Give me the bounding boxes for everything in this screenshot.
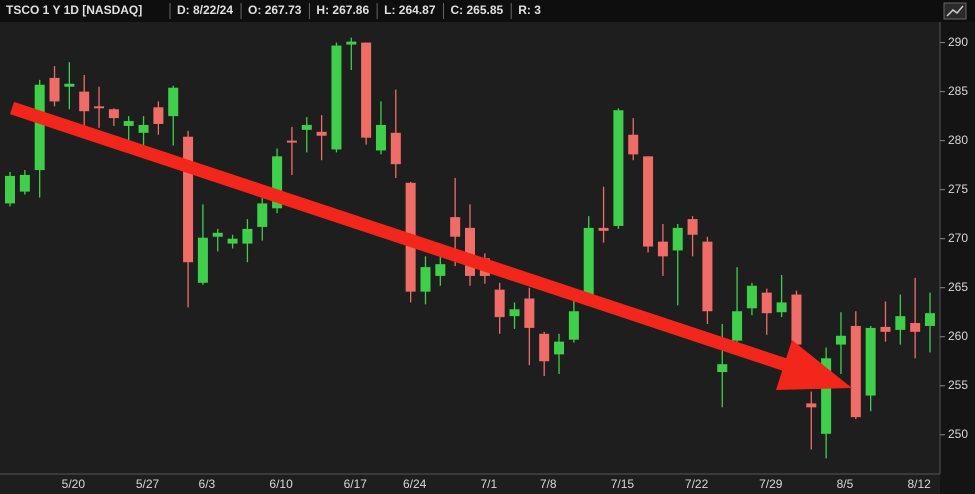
y-tick-label: 290 (948, 35, 968, 49)
x-tick-label: 7/22 (685, 477, 709, 491)
header-item: L: 264.87 (384, 3, 436, 17)
annotation-arrow (9, 101, 798, 375)
arrow-head (776, 340, 852, 390)
candle-body (316, 131, 327, 136)
x-tick-label: 6/17 (344, 477, 368, 491)
candle-body (776, 302, 787, 313)
candle-body (539, 333, 550, 362)
candle-body (375, 124, 386, 151)
candle-body (806, 403, 817, 408)
candle-body (257, 203, 268, 227)
candle-body (286, 140, 297, 143)
candle-body (835, 335, 846, 345)
y-tick-label: 265 (948, 280, 968, 294)
candle-body (628, 134, 639, 155)
header-item: C: 265.85 (451, 3, 504, 17)
header-bar (0, 0, 975, 22)
header-item: H: 267.86 (316, 3, 369, 17)
x-tick-label: 6/10 (269, 477, 293, 491)
y-tick-label: 275 (948, 182, 968, 196)
candle-body (865, 327, 876, 396)
candle-body (554, 341, 565, 355)
candle-body (346, 41, 357, 45)
candle-body (717, 364, 728, 373)
candle-body (49, 77, 60, 102)
x-tick-label: 5/27 (136, 477, 160, 491)
icon (946, 5, 964, 17)
candle-body (850, 325, 861, 418)
y-tick-label: 285 (948, 84, 968, 98)
candle-body (168, 87, 179, 117)
x-tick-label: 7/29 (759, 477, 783, 491)
candle-body (390, 132, 401, 165)
candle-body (183, 136, 194, 263)
header-item: D: 8/22/24 (177, 3, 233, 17)
x-tick-label: 7/1 (480, 477, 497, 491)
candle-body (657, 241, 668, 257)
candle-body (910, 323, 921, 332)
y-tick-label: 270 (948, 231, 968, 245)
candle-body (732, 311, 743, 341)
candle-body (821, 358, 832, 434)
x-tick-label: 5/20 (62, 477, 86, 491)
candle-body (108, 109, 119, 119)
candle-body (925, 313, 935, 326)
candle-body (5, 175, 15, 204)
x-tick-label: 8/5 (837, 477, 854, 491)
header-items: D: 8/22/24 O: 267.73 H: 267.86 L: 264.87 C: … (169, 3, 541, 19)
candle-body (761, 292, 772, 314)
candle-body (435, 264, 446, 276)
candle-body (583, 227, 594, 295)
candle-body (672, 227, 683, 251)
x-tick-label: 6/24 (403, 477, 427, 491)
candle-body (465, 227, 475, 276)
x-tick-label: 7/15 (611, 477, 635, 491)
candle-body (746, 285, 757, 309)
candle-body (227, 238, 238, 244)
candle-body (509, 309, 520, 317)
candle-body (613, 110, 624, 226)
y-tick-label: 260 (948, 329, 968, 343)
candle-body (301, 124, 312, 130)
candle-body (242, 228, 253, 244)
candle-body (880, 326, 891, 332)
candle-body (494, 289, 505, 318)
candle-body (687, 219, 698, 235)
header-item: O: 267.73 (248, 3, 302, 17)
plot: 250 255 260 265 270 275 280 285 290 5/20 5/27 6/3 6/… (5, 35, 968, 491)
candle-body (450, 217, 461, 237)
x-tick-label: 6/3 (199, 477, 216, 491)
candle-body (138, 124, 149, 133)
candle-body (94, 106, 105, 109)
y-tick-label: 255 (948, 378, 968, 392)
candle-body (212, 232, 223, 237)
y-tick-label: 250 (948, 427, 968, 441)
candle-body (197, 237, 208, 283)
candle-body (568, 311, 579, 340)
candle-body (19, 174, 30, 192)
candle-body (34, 84, 45, 171)
x-tick-label: 7/8 (540, 477, 557, 491)
candle-body (643, 156, 654, 247)
candle-body (598, 227, 609, 231)
candle-body (791, 294, 802, 345)
candle-body (153, 107, 164, 124)
candle-body (79, 91, 90, 112)
candle-body (895, 316, 906, 330)
candle-body (123, 121, 134, 126)
candle-body (524, 298, 535, 328)
candle-body (361, 42, 372, 138)
axis-area (940, 22, 975, 494)
candle-body (420, 267, 431, 292)
candle-body (702, 241, 713, 312)
y-tick-label: 280 (948, 133, 968, 147)
symbol: TSCO 1 Y 1D [NASDAQ] (6, 3, 142, 17)
x-tick-label: 8/12 (907, 477, 931, 491)
candle-body (64, 83, 75, 87)
candle-body (272, 156, 283, 209)
candle-body (331, 45, 342, 150)
header-item: R: 3 (518, 3, 541, 17)
